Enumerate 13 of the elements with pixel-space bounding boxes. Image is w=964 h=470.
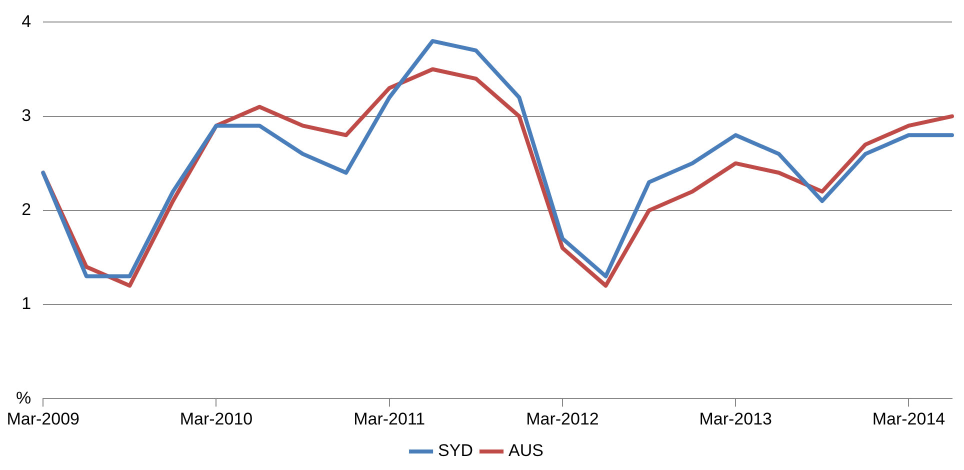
y-tick-label: % bbox=[16, 388, 32, 408]
x-tick-label: Mar-2011 bbox=[354, 409, 426, 428]
x-tick-label: Mar-2009 bbox=[6, 409, 80, 428]
y-tick-label: 1 bbox=[22, 294, 32, 314]
x-tick-label: Mar-2014 bbox=[872, 409, 946, 428]
legend-label: AUS bbox=[508, 441, 544, 460]
y-tick-label: 2 bbox=[22, 200, 32, 220]
y-tick-label: 4 bbox=[22, 12, 32, 31]
x-tick-label: Mar-2013 bbox=[699, 409, 772, 428]
legend-label: SYD bbox=[438, 441, 474, 460]
x-tick-label: Mar-2010 bbox=[180, 409, 253, 428]
x-tick-label: Mar-2012 bbox=[526, 409, 599, 428]
y-tick-label: 3 bbox=[22, 106, 32, 125]
